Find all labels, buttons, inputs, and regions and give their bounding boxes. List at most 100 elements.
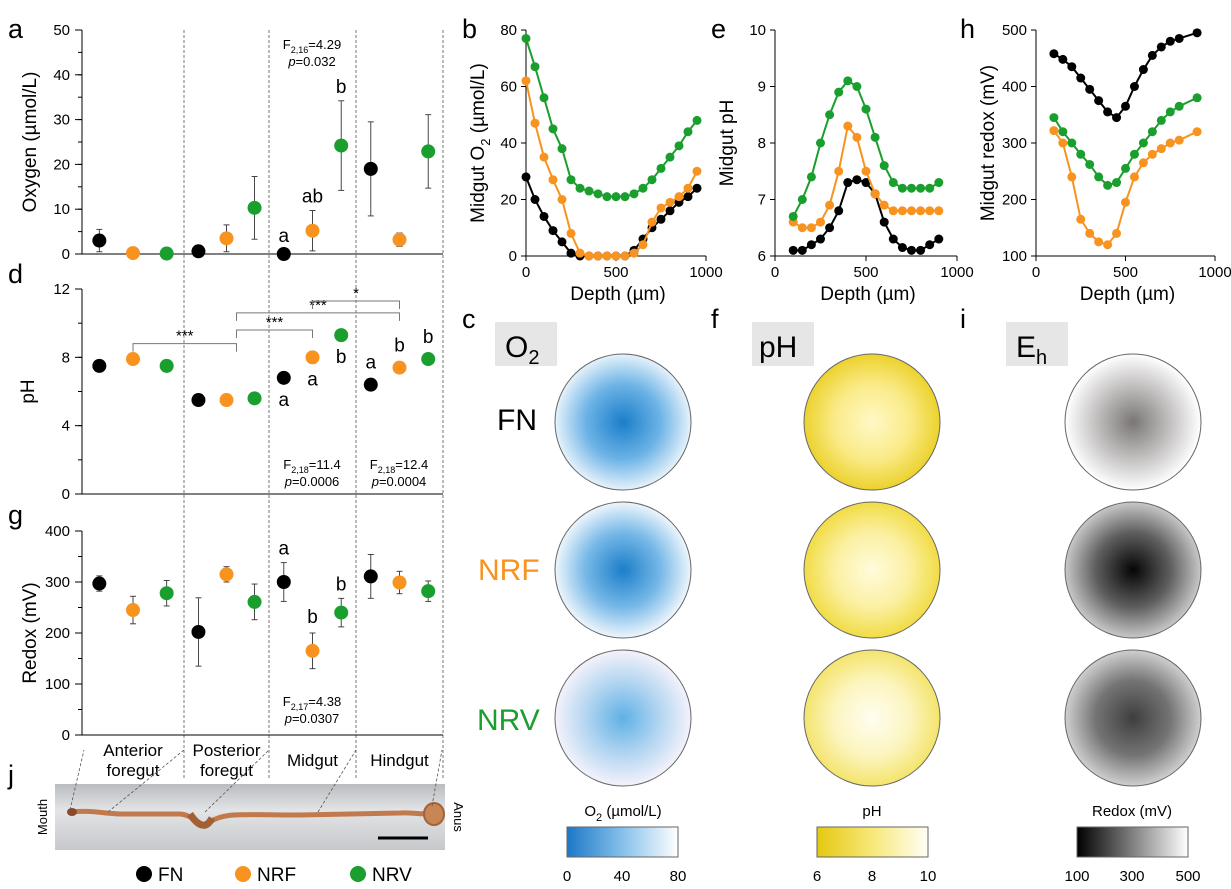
y-tick-label: 200 — [1002, 192, 1027, 209]
f-value: =11.4 — [309, 457, 341, 472]
y-tick-label: 0 — [62, 727, 70, 744]
series-point-nrf — [530, 118, 540, 128]
series-point-nrf — [584, 251, 594, 261]
point-nrv-region-2 — [247, 200, 262, 215]
p-value: p=0.032 — [287, 54, 335, 69]
series-point-nrv — [1192, 93, 1202, 103]
colorbar-tick: 300 — [1119, 868, 1144, 885]
point-nrf-region-2 — [219, 393, 234, 408]
series-point-nrf — [797, 223, 807, 233]
series-point-nrf — [834, 166, 844, 176]
x-axis-label: Depth (µm) — [820, 284, 915, 305]
significance-letter: ab — [302, 187, 323, 208]
map-title-eh: Eh — [1006, 322, 1068, 369]
colorbar-tick: 80 — [670, 868, 687, 885]
series-point-nrv — [1121, 163, 1130, 173]
series-point-nrv — [692, 115, 702, 125]
y-tick-label: 0 — [62, 486, 70, 503]
midgut-redox-profile: 100 200 300 400 500 0 500 1000 Depth (µm) Midgut … — [978, 22, 1231, 305]
region-label: Anterior — [103, 741, 163, 760]
significance-stars: *** — [309, 297, 327, 314]
y-tick-label: 20 — [500, 192, 517, 209]
colorbar-title-end: (µmol/L) — [602, 803, 661, 820]
series-point-fn — [852, 175, 862, 185]
x-tick-label: 500 — [603, 264, 628, 281]
significance-bracket — [312, 300, 400, 309]
series-point-nrf — [593, 251, 603, 261]
series-point-nrf — [557, 195, 567, 204]
series-point-fn — [530, 195, 540, 204]
significance-letter: a — [279, 539, 290, 560]
significance-bracket — [236, 329, 313, 338]
legend-label-nrf: NRF — [257, 865, 296, 886]
p-value-text: =0.0006 — [292, 474, 339, 489]
y-axis-label-sub: 2 — [478, 139, 493, 146]
series-point-nrv — [816, 138, 825, 148]
series-point-nrf — [1094, 237, 1104, 247]
series-point-nrv — [1174, 101, 1184, 111]
series-point-fn — [1094, 96, 1104, 106]
series-point-fn — [925, 240, 935, 250]
map-title-main: pH — [759, 331, 797, 364]
o2-map-fn — [554, 353, 692, 491]
p-value: p=0.0006 — [284, 474, 340, 489]
point-fn-region-1 — [92, 358, 107, 373]
anus-label: Anus — [451, 802, 466, 832]
f-label: F — [283, 457, 291, 472]
series-point-fn — [861, 178, 871, 188]
series-point-nrv — [566, 175, 576, 185]
significance-letter: a — [279, 226, 290, 247]
series-point-fn — [1121, 101, 1130, 111]
series-point-nrf — [665, 197, 675, 207]
series-point-nrf — [575, 248, 585, 258]
series-point-nrf — [825, 200, 835, 210]
series-point-fn — [1129, 82, 1139, 91]
legend: FN NRF NRV — [136, 865, 412, 886]
series-point-nrf — [629, 248, 639, 258]
colorbar-tick: 0 — [563, 868, 571, 885]
legend-label-fn: FN — [158, 865, 183, 886]
series-point-nrv — [557, 144, 567, 154]
y-axis-label-text: Oxygen ( — [20, 135, 41, 213]
series-point-fn — [1049, 49, 1059, 59]
series-point-nrf — [692, 166, 702, 176]
series-point-nrf — [852, 132, 862, 142]
series-point-fn — [879, 217, 889, 227]
y-axis-label: Midgut redox (mV) — [978, 65, 999, 221]
series-point-nrf — [656, 203, 666, 213]
svg-text:O2 (µmol/L): O2 (µmol/L) — [584, 803, 661, 824]
significance-letter: a — [366, 353, 377, 374]
series-point-fn — [1067, 62, 1077, 72]
series-point-fn — [665, 206, 675, 216]
y-tick-label: 8 — [62, 349, 70, 366]
point-fn-region-3 — [276, 370, 291, 385]
y-axis-label-unit: µmol/L — [20, 78, 41, 135]
point-fn-region-4 — [363, 377, 378, 392]
y-tick-label: 100 — [1002, 248, 1027, 265]
significance-letter: b — [336, 77, 347, 98]
series-point-nrv — [602, 192, 612, 202]
series-point-nrf — [879, 200, 889, 210]
colorbar-title: pH — [862, 803, 881, 820]
point-nrf-region-3 — [305, 223, 320, 238]
series-point-fn — [656, 214, 666, 224]
series-point-nrv — [1094, 172, 1104, 182]
region-label-line2: foregut — [200, 761, 253, 780]
series-point-fn — [521, 172, 531, 182]
series-point-nrf — [602, 251, 612, 261]
region-label: Posterior — [192, 741, 260, 760]
significance-letter: b — [336, 574, 347, 595]
series-point-nrv — [797, 195, 807, 204]
series-point-nrv — [638, 183, 648, 193]
point-nrf-region-3 — [305, 643, 320, 658]
colorbar-tick: 8 — [868, 868, 876, 885]
significance-bracket — [132, 343, 237, 352]
ph-map-nrv — [803, 649, 941, 787]
svg-text:O2: O2 — [505, 331, 539, 369]
point-nrv-region-4 — [421, 144, 436, 159]
svg-text:Eh: Eh — [1016, 331, 1047, 369]
series-point-nrf — [843, 121, 853, 131]
ph-map-nrf — [803, 501, 941, 639]
